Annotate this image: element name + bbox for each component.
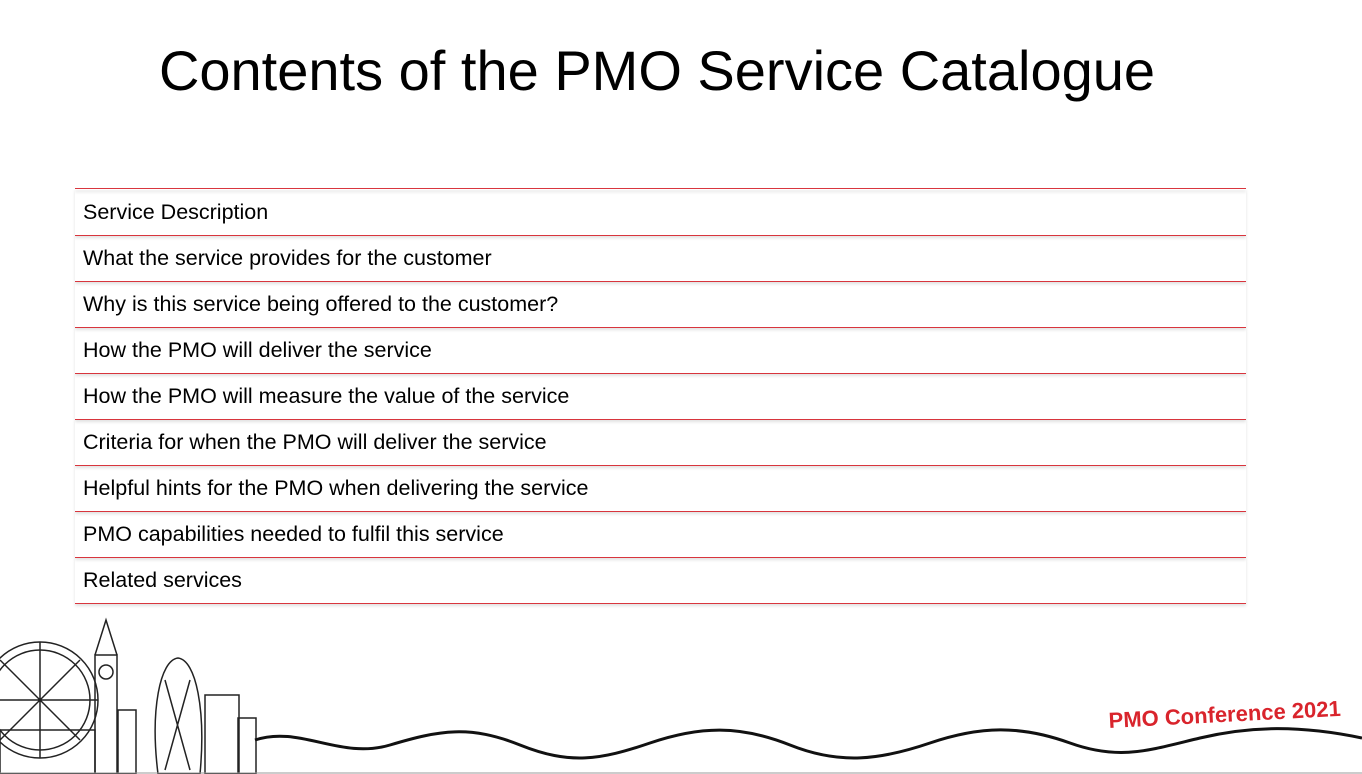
contents-item: Why is this service being offered to the… (75, 282, 1246, 328)
contents-item: How the PMO will deliver the service (75, 328, 1246, 374)
contents-item: Helpful hints for the PMO when deliverin… (75, 466, 1246, 512)
slide-title: Contents of the PMO Service Catalogue (158, 39, 1156, 102)
contents-item: Criteria for when the PMO will deliver t… (75, 420, 1246, 466)
row-rule (75, 188, 1246, 190)
contents-item: How the PMO will measure the value of th… (75, 374, 1246, 420)
contents-list: Service Description What the service prov… (75, 188, 1246, 604)
contents-item: Service Description (75, 190, 1246, 236)
footer-art (0, 617, 1362, 774)
contents-item: What the service provides for the custom… (75, 236, 1246, 282)
contents-item: PMO capabilities needed to fulfil this s… (75, 512, 1246, 558)
contents-item: Related services (75, 558, 1246, 604)
